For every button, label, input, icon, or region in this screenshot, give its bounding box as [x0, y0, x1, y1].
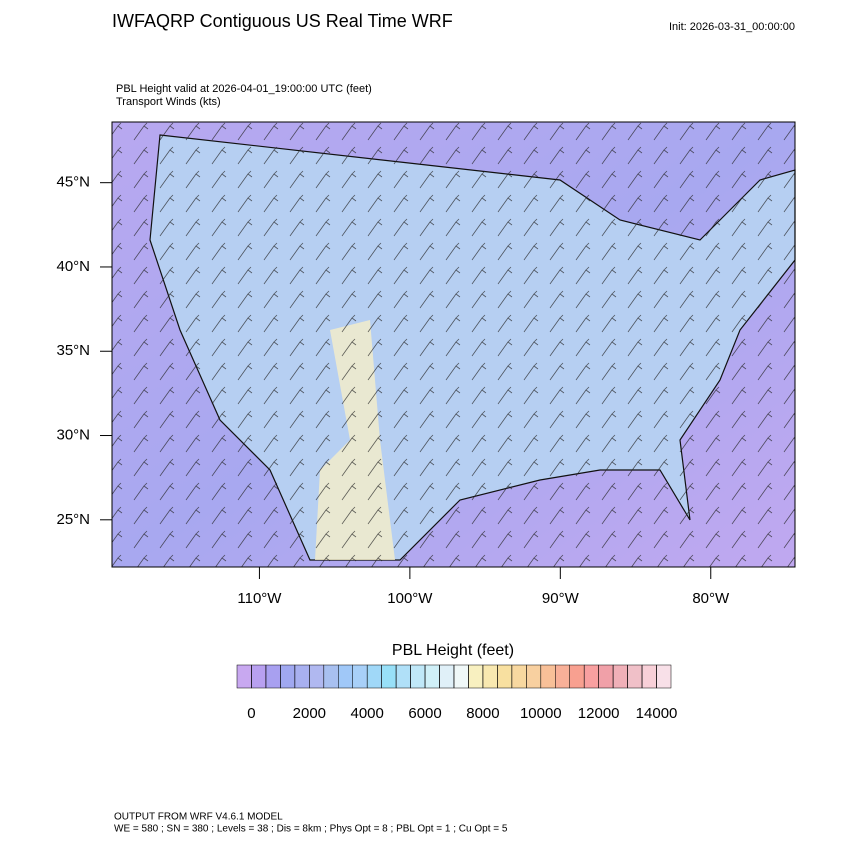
- colorbar-title: PBL Height (feet): [392, 642, 514, 659]
- subtitle: Transport Winds (kts): [116, 96, 221, 108]
- colorbar-box: [236, 664, 252, 689]
- colorbar-box: [627, 664, 643, 689]
- colorbar-box: [395, 664, 411, 689]
- colorbar-box: [453, 664, 469, 689]
- colorbar-tick-label: 8000: [466, 705, 499, 722]
- colorbar-box: [265, 664, 281, 689]
- footer: OUTPUT FROM WRF V4.6.1 MODEL: [114, 812, 283, 823]
- lon-label: 100°W: [387, 590, 433, 607]
- colorbar-box: [468, 664, 484, 689]
- colorbar-box: [569, 664, 585, 689]
- lat-label: 45°N: [56, 174, 90, 191]
- colorbar-box: [439, 664, 455, 689]
- colorbar-tick-label: 10000: [520, 705, 562, 722]
- lat-label: 35°N: [56, 342, 90, 359]
- colorbar-box: [555, 664, 570, 689]
- title: IWFAQRP Contiguous US Real Time WRF: [112, 11, 453, 31]
- colorbar-box: [612, 664, 628, 689]
- map-frame: [111, 121, 796, 568]
- colorbar-box: [497, 664, 513, 689]
- wind-barbs: [112, 122, 795, 567]
- colorbar-box: [540, 664, 556, 689]
- colorbar-tick-label: 14000: [636, 705, 678, 722]
- subtitle: PBL Height valid at 2026-04-01_19:00:00 …: [116, 83, 372, 95]
- colorbar-box: [641, 664, 657, 689]
- lat-label: 30°N: [56, 426, 90, 443]
- colorbar-tick-label: 2000: [293, 705, 326, 722]
- colorbar-tick-label: 4000: [351, 705, 384, 722]
- colorbar-tick-label: 0: [247, 705, 255, 722]
- colorbar-box: [410, 664, 426, 689]
- lat-label: 25°N: [56, 511, 90, 528]
- colorbar-tick-label: 12000: [578, 705, 620, 722]
- footer: WE = 580 ; SN = 380 ; Levels = 38 ; Dis …: [114, 824, 508, 835]
- init-time: Init: 2026-03-31_00:00:00: [669, 21, 795, 33]
- colorbar-box: [338, 664, 353, 689]
- colorbar-box: [251, 664, 267, 689]
- colorbar-box: [583, 664, 599, 689]
- colorbar-tick-label: 6000: [408, 705, 441, 722]
- colorbar-box: [656, 664, 672, 689]
- colorbar-box: [309, 664, 325, 689]
- colorbar-box: [323, 664, 339, 689]
- colorbar-box: [381, 664, 397, 689]
- colorbar-box: [280, 664, 296, 689]
- colorbar-box: [352, 664, 368, 689]
- colorbar-box: [482, 664, 498, 689]
- lon-label: 90°W: [542, 590, 580, 607]
- lon-label: 80°W: [692, 590, 730, 607]
- colorbar-box: [526, 664, 542, 689]
- lon-label: 110°W: [237, 590, 282, 607]
- colorbar-box: [424, 664, 440, 689]
- colorbar-box: [511, 664, 527, 689]
- colorbar-box: [366, 664, 382, 689]
- map: [111, 121, 796, 568]
- colorbar-box: [294, 664, 310, 689]
- lat-label: 40°N: [56, 258, 90, 275]
- colorbar-box: [598, 664, 614, 689]
